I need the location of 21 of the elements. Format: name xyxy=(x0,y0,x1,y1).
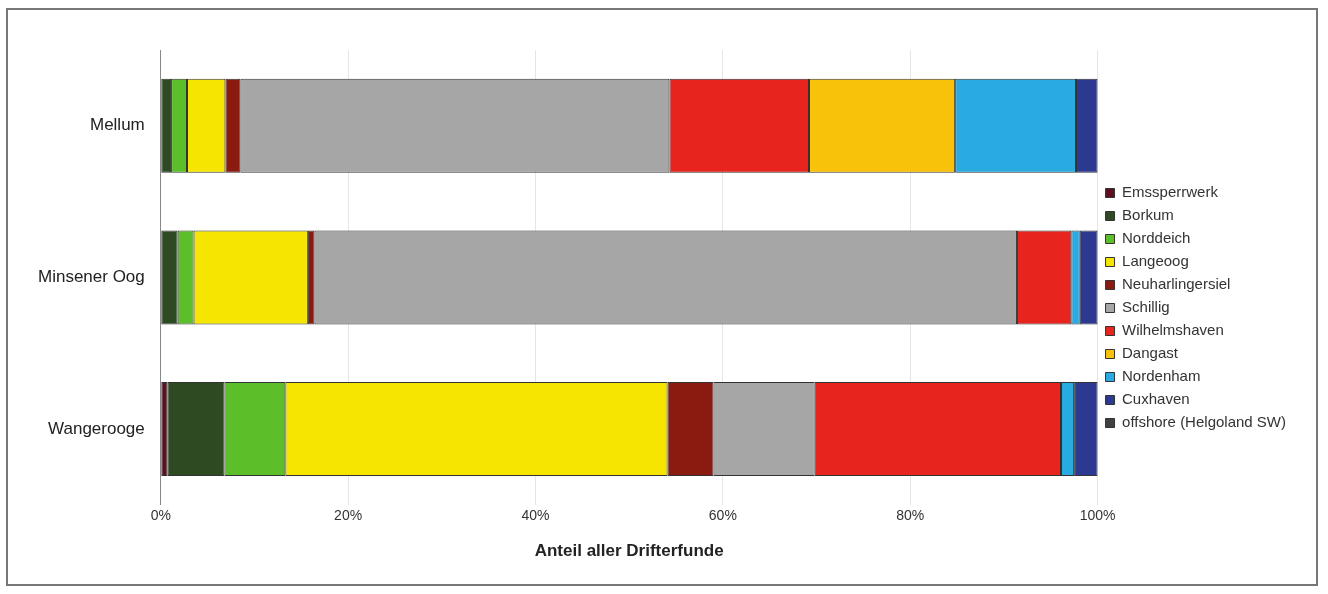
x-tick-label: 80% xyxy=(896,507,925,524)
legend-label: offshore (Helgoland SW) xyxy=(1122,413,1286,431)
y-tick-label: Minsener Oog xyxy=(37,267,145,287)
legend-label: Nordenham xyxy=(1122,367,1201,385)
legend-label: Emssperrwerk xyxy=(1122,183,1219,201)
legend-label: Borkum xyxy=(1122,206,1174,224)
x-tick-label: 40% xyxy=(521,507,550,524)
x-tick-label: 100% xyxy=(1079,507,1116,524)
y-tick-label: Wangerooge xyxy=(48,418,145,438)
x-axis-title: Anteil aller Drifterfunde xyxy=(534,541,724,561)
y-tick-label: Mellum xyxy=(89,115,145,135)
legend-label: Langeoog xyxy=(1122,252,1189,270)
legend-label: Schillig xyxy=(1122,298,1170,316)
legend-label: Neuharlingersiel xyxy=(1122,275,1231,293)
x-tick-label: 0% xyxy=(150,507,171,524)
legend-label: Cuxhaven xyxy=(1122,390,1190,408)
legend-label: Dangast xyxy=(1122,344,1179,362)
legend-label: Wilhelmshaven xyxy=(1122,321,1224,339)
x-tick-label: 20% xyxy=(334,507,363,524)
x-tick-label: 60% xyxy=(708,507,737,524)
legend-label: Norddeich xyxy=(1122,229,1191,247)
